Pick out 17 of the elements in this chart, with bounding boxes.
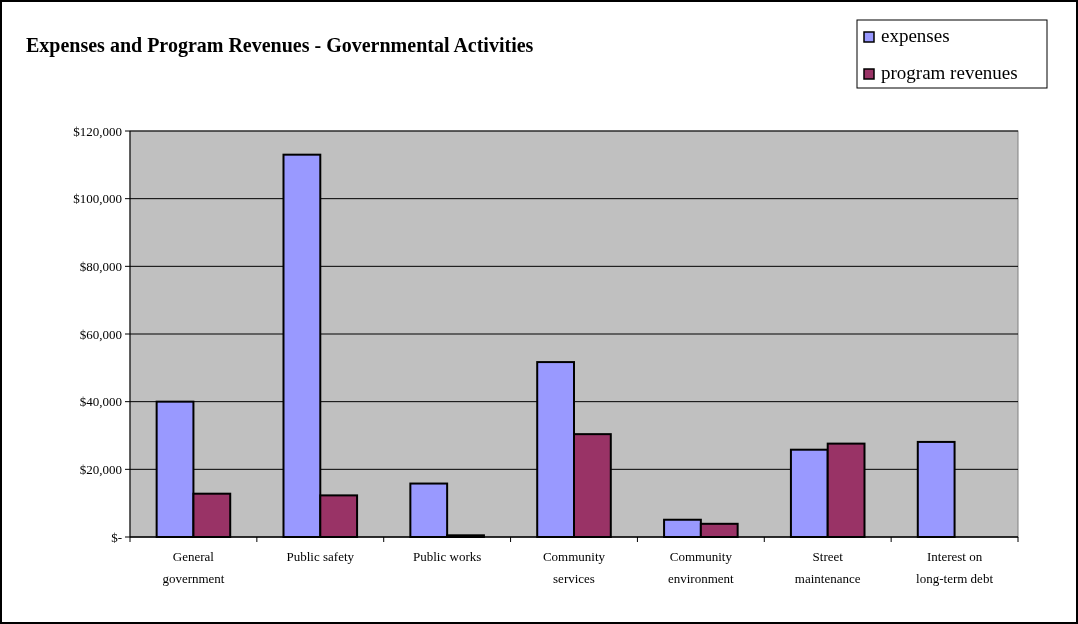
y-tick-label: $40,000 — [79, 394, 122, 410]
y-tick-label: $120,000 — [73, 123, 122, 139]
y-tick-label: $- — [111, 529, 122, 545]
x-tick-label: Public safety — [286, 549, 355, 564]
y-tick-label: $20,000 — [79, 461, 122, 477]
y-tick-label: $100,000 — [73, 191, 122, 207]
x-tick-label: General government — [162, 549, 225, 586]
x-tick-label: Community environment — [668, 549, 735, 586]
x-tick-label: Community services — [542, 549, 606, 586]
x-tick-label: Street maintenance — [794, 549, 861, 586]
y-tick-label: $60,000 — [79, 326, 122, 342]
y-tick-label: $80,000 — [79, 258, 122, 274]
legend-label: program revenues — [881, 62, 1018, 83]
x-tick-label: Public works — [413, 549, 482, 564]
chart-title: Expenses and Program Revenues - Governmental Activities — [26, 34, 534, 57]
x-tick-label: Interest on long-term debt — [916, 549, 994, 586]
legend-label: expenses — [881, 25, 950, 46]
